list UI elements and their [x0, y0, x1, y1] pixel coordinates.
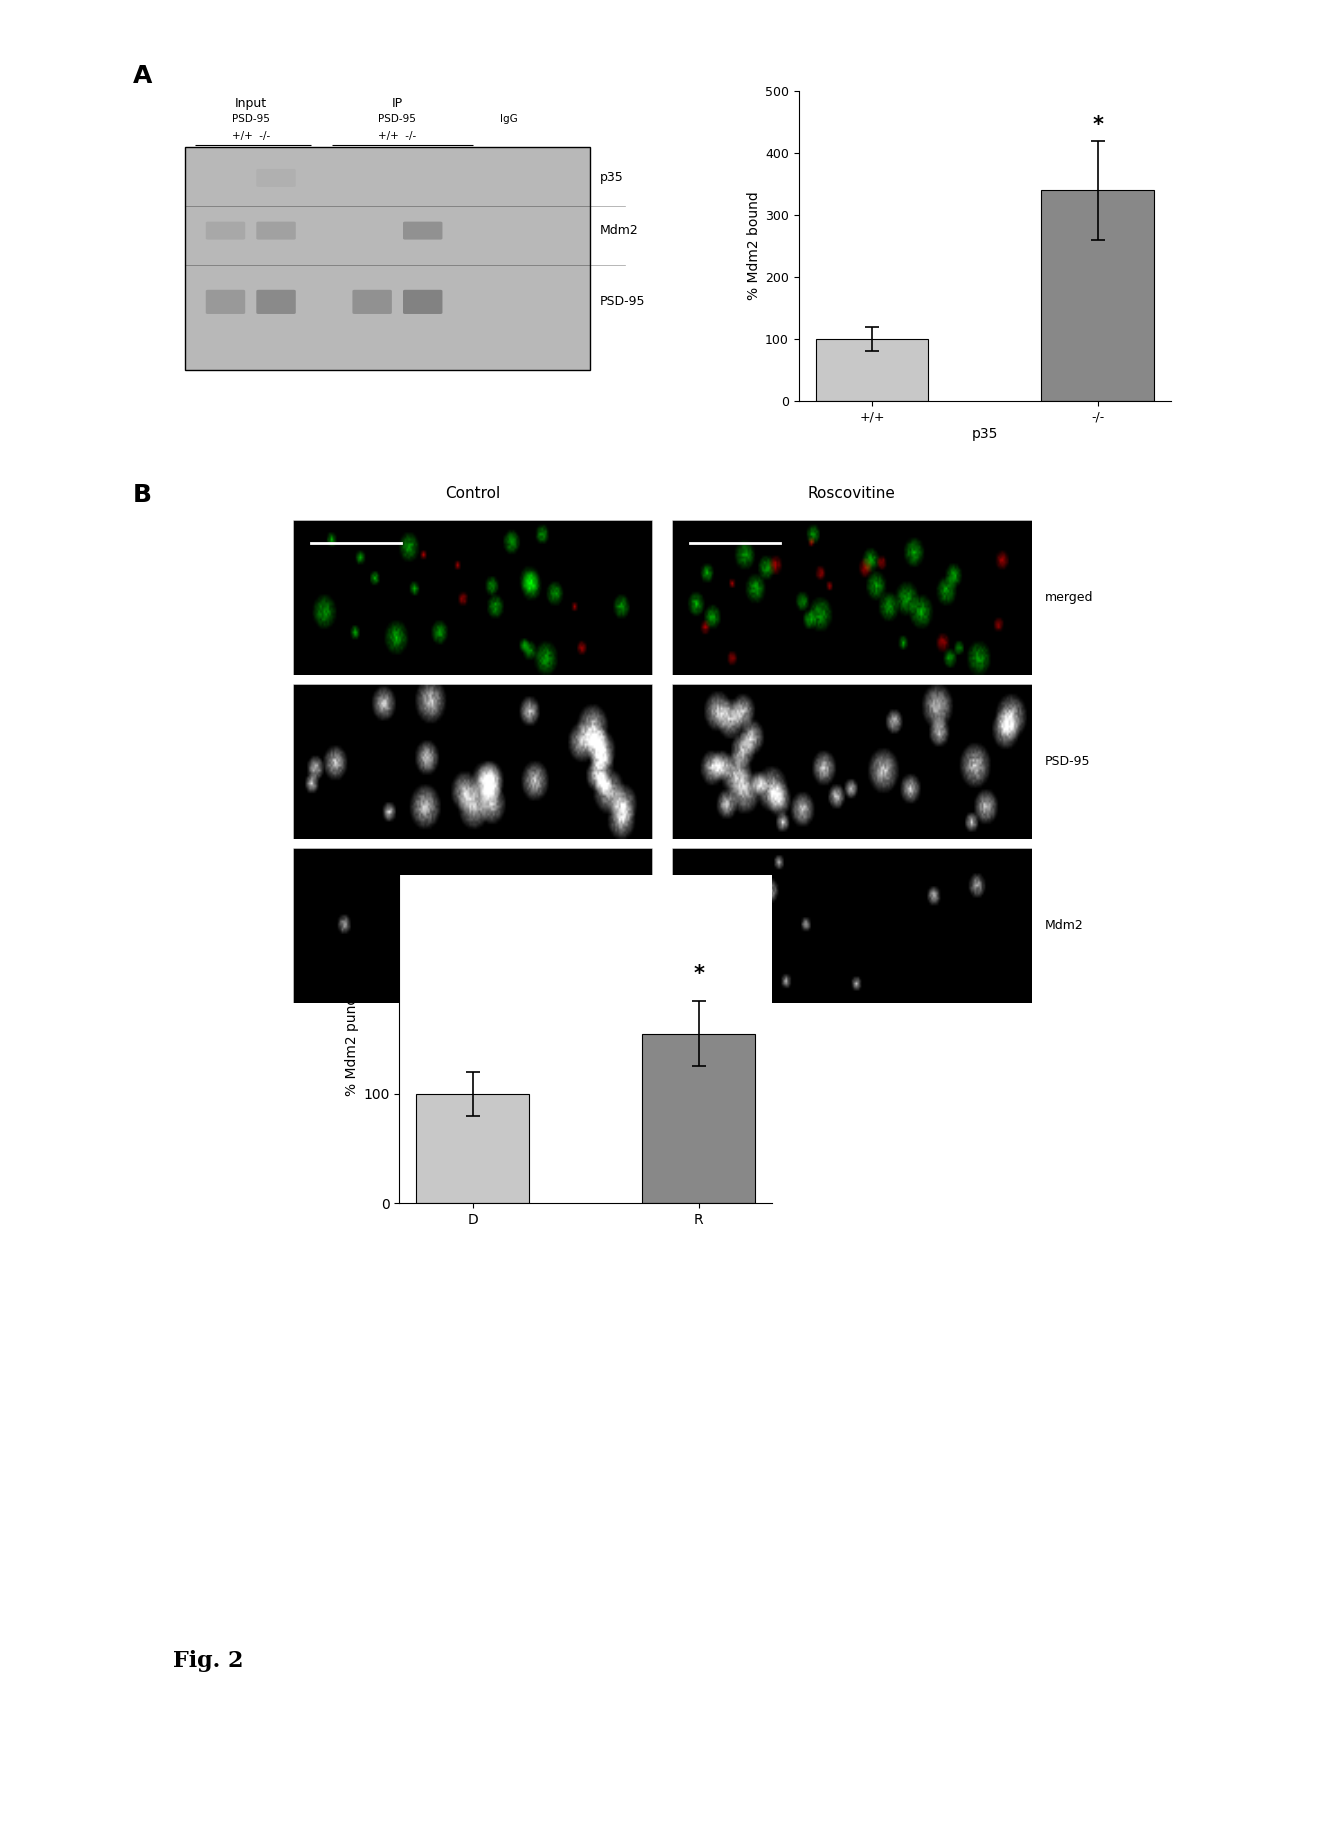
- FancyBboxPatch shape: [206, 290, 245, 314]
- FancyBboxPatch shape: [353, 290, 391, 314]
- Text: p35: p35: [600, 171, 623, 184]
- Text: Control: Control: [445, 487, 500, 501]
- FancyBboxPatch shape: [403, 222, 442, 239]
- Text: A: A: [133, 64, 153, 88]
- Text: B: B: [133, 483, 152, 507]
- FancyBboxPatch shape: [403, 290, 442, 314]
- Y-axis label: % Mdm2 bound: % Mdm2 bound: [747, 191, 761, 301]
- Text: merged: merged: [1045, 591, 1093, 603]
- Bar: [642, 1034, 755, 1203]
- Text: +/+  -/-: +/+ -/-: [232, 131, 270, 140]
- Text: Fig. 2: Fig. 2: [173, 1650, 244, 1672]
- FancyBboxPatch shape: [257, 222, 295, 239]
- FancyBboxPatch shape: [206, 170, 245, 188]
- Text: *: *: [693, 964, 704, 984]
- FancyBboxPatch shape: [206, 222, 245, 239]
- Bar: [816, 339, 929, 401]
- Text: IgG: IgG: [500, 115, 518, 124]
- Bar: [1041, 190, 1154, 401]
- FancyBboxPatch shape: [353, 222, 391, 239]
- X-axis label: p35: p35: [972, 427, 998, 441]
- FancyBboxPatch shape: [257, 290, 295, 314]
- Text: IP: IP: [391, 97, 403, 109]
- Text: PSD-95: PSD-95: [1045, 755, 1090, 767]
- Text: Input: Input: [234, 97, 266, 109]
- Text: Mdm2: Mdm2: [600, 224, 639, 237]
- Text: PSD-95: PSD-95: [600, 295, 646, 308]
- Text: +/+  -/-: +/+ -/-: [378, 131, 417, 140]
- Bar: [185, 148, 590, 370]
- Text: PSD-95: PSD-95: [378, 115, 417, 124]
- Y-axis label: % Mdm2 puncta: % Mdm2 puncta: [345, 983, 359, 1096]
- Text: Roscovitine: Roscovitine: [808, 487, 896, 501]
- Text: PSD-95: PSD-95: [232, 115, 270, 124]
- Text: *: *: [1093, 115, 1103, 135]
- FancyBboxPatch shape: [257, 170, 295, 188]
- Bar: [417, 1094, 530, 1203]
- Text: Mdm2: Mdm2: [1045, 919, 1083, 932]
